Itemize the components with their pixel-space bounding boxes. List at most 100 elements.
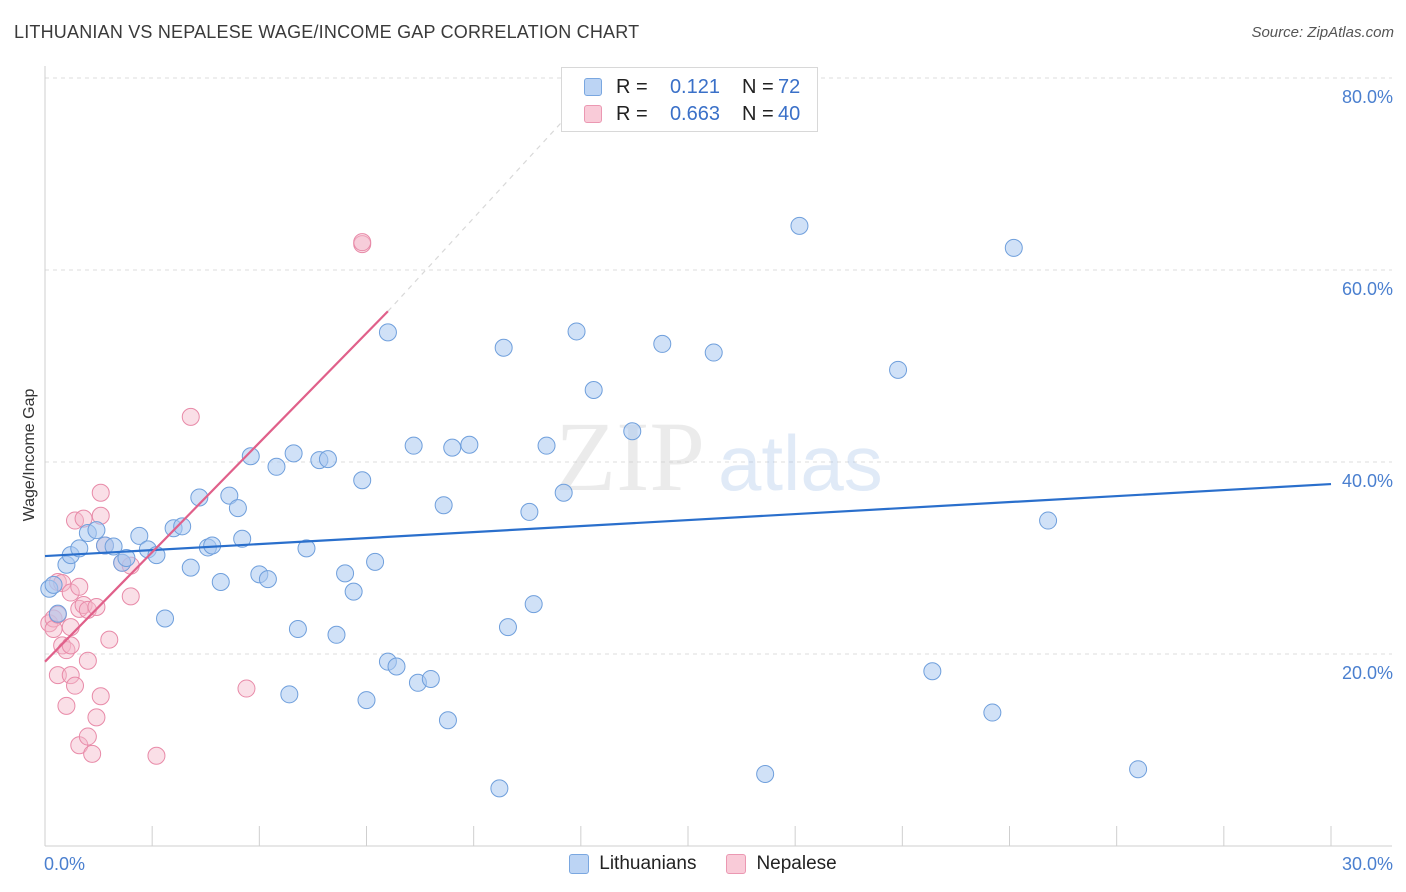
nepalese-point xyxy=(91,483,110,502)
nepalese-point xyxy=(78,727,97,746)
lithuanian-point xyxy=(756,765,775,783)
nepalese-point xyxy=(61,583,80,602)
lithuanian-point xyxy=(378,323,397,342)
lithuanian-point xyxy=(288,620,307,639)
lithuanian-point xyxy=(889,360,908,379)
lithuanian-point xyxy=(494,338,513,357)
x-tick-label: 30.0% xyxy=(1342,854,1393,874)
correlation-legend: R = 0.121 N = 72 R = 0.663 N = 40 xyxy=(561,67,818,132)
legend-n-value: 40 xyxy=(778,102,801,125)
lithuanian-point xyxy=(297,539,316,558)
lithuanian-point xyxy=(156,609,175,628)
lithuanian-point xyxy=(490,779,509,798)
series-legend: Lithuanians Nepalese xyxy=(0,852,1406,876)
lithuanian-point xyxy=(117,549,136,567)
lithuanian-point xyxy=(524,595,543,614)
lithuanian-trend-line xyxy=(44,482,1332,558)
lithuanian-point xyxy=(353,471,372,490)
lithuanian-point xyxy=(190,488,209,507)
legend-r-value: 0.663 xyxy=(669,102,720,125)
nepalese-point xyxy=(100,630,119,649)
lithuanian-point xyxy=(318,450,337,469)
legend-n-label: N = xyxy=(742,102,774,125)
lithuanian-point xyxy=(130,526,149,545)
nepalese-point xyxy=(66,676,85,695)
nepalese-point xyxy=(121,587,140,606)
tick-labels: 20.0% 40.0% 60.0% 80.0% 0.0% 30.0% xyxy=(44,87,1393,874)
lithuanian-point xyxy=(284,444,303,463)
trend-lines xyxy=(44,77,1332,663)
lithuanian-point xyxy=(1004,238,1023,257)
x-tick-label: 0.0% xyxy=(44,854,85,874)
lithuanian-point xyxy=(404,436,423,455)
legend-item-nepalese[interactable]: Nepalese xyxy=(726,853,837,875)
lithuanian-point xyxy=(567,322,586,341)
lithuanian-point xyxy=(443,438,462,457)
nepalese-point xyxy=(87,597,106,616)
legend-swatch-pink xyxy=(584,105,602,123)
legend-r-value: 0.121 xyxy=(669,75,720,98)
lithuanian-point xyxy=(1129,760,1148,779)
lithuanian-point xyxy=(228,499,247,518)
lithuanian-point xyxy=(181,558,200,577)
legend-swatch-pink xyxy=(726,854,747,874)
lithuanian-point xyxy=(327,625,346,644)
legend-swatch-blue xyxy=(569,854,590,874)
legend-item-lithuanians[interactable]: Lithuanians xyxy=(569,853,696,875)
legend-row-lithuanians: R = 0.121 N = 72 xyxy=(584,74,800,100)
lithuanian-point xyxy=(421,669,440,688)
nepalese-point xyxy=(147,746,166,765)
lithuanian-point xyxy=(704,343,723,362)
lithuanian-point xyxy=(1039,511,1058,530)
legend-swatch-blue xyxy=(584,78,602,96)
lithuanian-point xyxy=(267,457,286,476)
lithuanian-point xyxy=(923,662,942,681)
nepalese-point xyxy=(70,577,89,596)
lithuanian-point xyxy=(87,521,106,540)
nepalese-point xyxy=(87,708,106,727)
lithuanian-point xyxy=(173,517,192,536)
lithuanian-point xyxy=(211,573,230,591)
nepalese-point xyxy=(237,679,256,698)
nepalese-point xyxy=(61,618,80,637)
lithuanian-point xyxy=(790,216,809,235)
lithuanian-point xyxy=(336,564,355,583)
watermark-atlas: atlas xyxy=(718,419,883,507)
lithuanian-point xyxy=(438,711,457,730)
lithuanian-point xyxy=(653,334,672,353)
lithuanian-point xyxy=(623,422,642,441)
lithuanian-point xyxy=(280,685,299,704)
lithuanian-point xyxy=(584,381,603,399)
lithuanian-point xyxy=(554,483,573,502)
lithuanian-point xyxy=(233,529,252,548)
nepalese-point xyxy=(78,651,97,670)
watermark: ZIP atlas xyxy=(555,401,883,512)
nepalese-point xyxy=(48,666,67,685)
lithuanian-point xyxy=(344,582,363,601)
nepalese-trend-line xyxy=(44,310,389,663)
nepalese-point xyxy=(91,687,110,706)
grid-lines xyxy=(45,77,1392,655)
lithuanian-point xyxy=(983,703,1002,722)
y-axis-label: Wage/Income Gap xyxy=(21,389,38,522)
legend-row-nepalese: R = 0.663 N = 40 xyxy=(584,101,800,127)
lithuanian-point xyxy=(434,496,453,515)
legend-n-value: 72 xyxy=(778,75,801,98)
legend-label-nepalese: Nepalese xyxy=(756,853,837,874)
lithuanian-point xyxy=(498,618,517,637)
y-tick-label: 20.0% xyxy=(1342,663,1393,683)
nepalese-point xyxy=(83,744,102,763)
y-tick-label: 40.0% xyxy=(1342,471,1393,491)
y-tick-label: 80.0% xyxy=(1342,87,1393,107)
lithuanian-point xyxy=(537,436,556,455)
lithuanian-point xyxy=(460,435,479,454)
lithuanian-point xyxy=(258,570,277,589)
lithuanian-point xyxy=(520,502,539,521)
nepalese-point xyxy=(57,696,76,715)
nepalese-point xyxy=(61,666,80,685)
nepalese-point xyxy=(181,407,200,426)
lithuanian-point xyxy=(104,537,123,556)
legend-r-label: R = xyxy=(616,102,648,125)
lithuanian-point xyxy=(44,575,63,594)
